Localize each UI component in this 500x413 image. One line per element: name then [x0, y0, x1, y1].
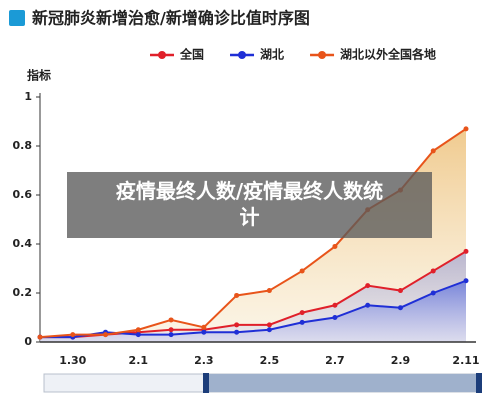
point: [201, 329, 207, 335]
point: [397, 288, 403, 294]
y-tick-label: 0.6: [13, 188, 33, 201]
point: [234, 292, 240, 298]
slider-handle[interactable]: [476, 373, 482, 393]
x-tick-label: 1.30: [59, 354, 86, 367]
point: [234, 322, 240, 328]
point: [266, 288, 272, 294]
point: [266, 322, 272, 328]
area: [40, 128, 466, 342]
point: [266, 327, 272, 333]
point: [234, 329, 240, 335]
y-tick-label: 1: [24, 90, 32, 103]
x-tick-label: 2.5: [260, 354, 280, 367]
point: [332, 315, 338, 320]
x-tick-label: 2.9: [391, 354, 411, 367]
point: [168, 332, 174, 338]
point: [201, 324, 207, 330]
legend-swatch: [158, 51, 166, 59]
point: [332, 243, 338, 249]
slider-handle[interactable]: [203, 373, 209, 393]
slider-selection[interactable]: [206, 374, 480, 392]
point: [135, 332, 141, 338]
x-tick-label: 2.1: [129, 354, 149, 367]
point: [463, 248, 469, 254]
point: [70, 332, 76, 338]
x-tick-label: 2.11: [452, 354, 479, 367]
point: [463, 278, 469, 284]
point: [168, 317, 174, 323]
point: [168, 327, 174, 333]
point: [430, 268, 436, 274]
line: [40, 279, 467, 339]
y-tick-label: 0: [24, 335, 32, 348]
x-tick-label: 2.7: [325, 354, 345, 367]
point: [103, 332, 109, 338]
area: [40, 251, 466, 342]
y-tick-label: 0.2: [13, 286, 33, 299]
legend-label: 全国: [179, 47, 204, 62]
point: [299, 268, 305, 274]
legend-label: 湖北以外全国各地: [340, 47, 436, 62]
legend-label: 湖北: [260, 47, 284, 62]
point: [299, 319, 305, 325]
legend-swatch: [238, 51, 247, 59]
point: [463, 126, 469, 132]
y-tick-label: 0.8: [13, 139, 33, 152]
point: [365, 283, 371, 289]
legend-swatch: [318, 51, 327, 59]
point: [397, 305, 403, 311]
point: [37, 334, 43, 340]
point: [332, 302, 338, 308]
chart-title: 新冠肺炎新增治愈/新增确诊比值时序图: [32, 9, 310, 28]
y-axis-label: 指标: [27, 68, 51, 83]
point: [299, 310, 305, 316]
point: [430, 290, 436, 296]
overlay-banner: 疫情最终人数/疫情最终人数统计: [67, 172, 432, 238]
x-tick-label: 2.3: [194, 354, 214, 367]
point: [430, 148, 436, 154]
point: [365, 302, 371, 308]
point: [135, 327, 141, 333]
title-icon: [9, 10, 25, 26]
y-tick-label: 0.4: [13, 237, 33, 250]
